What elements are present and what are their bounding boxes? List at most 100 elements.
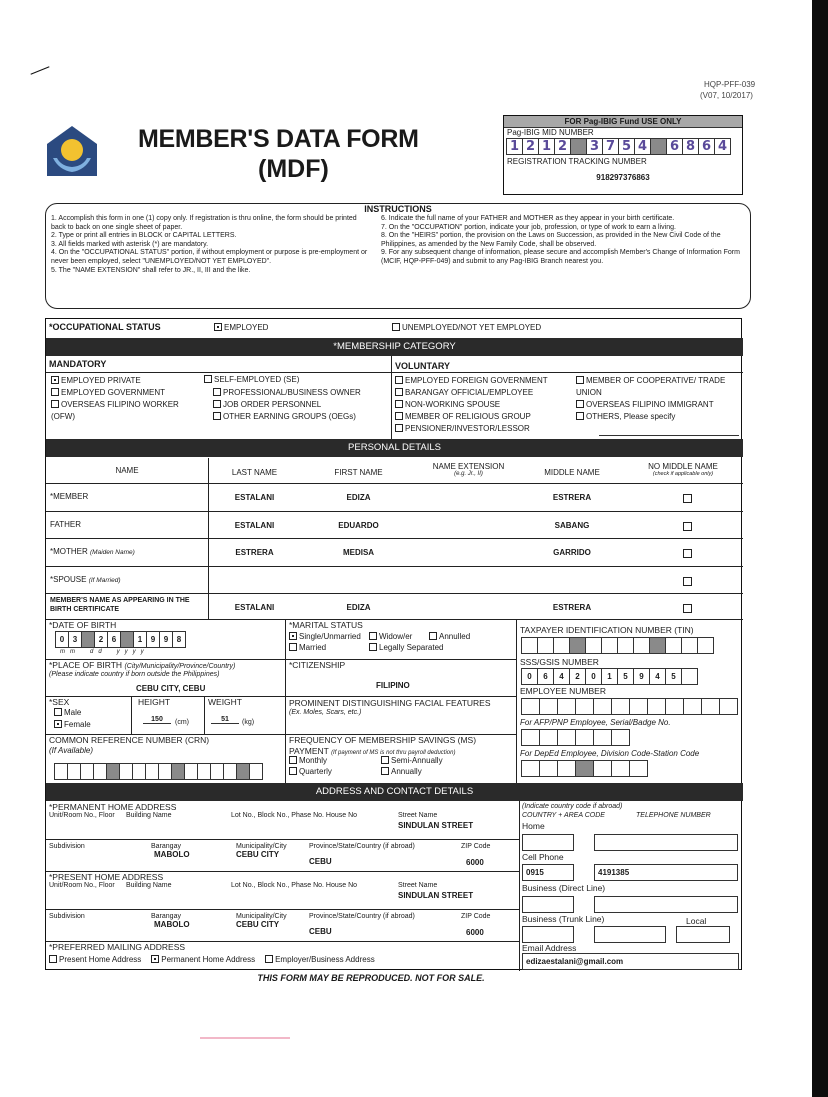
digit-cell[interactable] (557, 760, 576, 777)
checkbox-option[interactable]: Single/Unmarried (289, 632, 361, 641)
digit-cell[interactable]: 9 (146, 631, 160, 648)
no-middle-name-checkbox[interactable] (683, 577, 692, 586)
digit-cell[interactable]: 3 (586, 138, 603, 155)
digit-cell[interactable] (701, 698, 720, 715)
checkbox[interactable] (381, 767, 389, 775)
digit-cell[interactable] (585, 637, 602, 654)
local-input[interactable] (676, 926, 730, 943)
checkbox-option[interactable]: JOB ORDER PERSONNEL (213, 399, 391, 411)
no-middle-name-checkbox[interactable] (683, 549, 692, 558)
checkbox[interactable] (369, 643, 377, 651)
checkbox[interactable] (289, 632, 297, 640)
digit-cell[interactable] (683, 698, 702, 715)
checkbox[interactable] (213, 400, 221, 408)
digit-cell[interactable]: 6 (107, 631, 121, 648)
trunk-number-input[interactable] (594, 926, 666, 943)
digit-cell[interactable] (539, 760, 558, 777)
checkbox-option[interactable]: Present Home Address (49, 955, 141, 964)
checkbox[interactable] (265, 955, 274, 963)
checkbox[interactable] (49, 955, 57, 963)
checkbox[interactable] (51, 376, 59, 384)
direct-number-input[interactable] (594, 896, 738, 913)
digit-cell[interactable]: 2 (554, 138, 571, 155)
home-number-input[interactable] (594, 834, 738, 851)
checkbox-option[interactable]: MEMBER OF COOPERATIVE/ TRADE UNION (576, 375, 741, 399)
checkbox[interactable] (392, 323, 400, 331)
sex-male[interactable]: Male (54, 708, 81, 717)
deped-cells[interactable] (521, 760, 648, 777)
digit-cell[interactable] (521, 760, 540, 777)
digit-cell[interactable]: 2 (569, 668, 586, 685)
digit-cell[interactable]: 6 (698, 138, 715, 155)
digit-cell[interactable]: 5 (618, 138, 635, 155)
checkbox-option[interactable]: BARANGAY OFFICIAL/EMPLOYEE (395, 387, 580, 399)
digit-cell[interactable]: 4 (553, 668, 570, 685)
checkbox-option[interactable]: Permanent Home Address (151, 955, 255, 964)
checkbox-option[interactable]: Quarterly (289, 767, 332, 776)
digit-cell[interactable] (681, 637, 698, 654)
no-middle-name-checkbox[interactable] (683, 604, 692, 613)
checkbox[interactable] (429, 632, 437, 640)
digit-cell[interactable] (145, 763, 159, 780)
digit-cell[interactable] (223, 763, 237, 780)
digit-cell[interactable]: 2 (94, 631, 108, 648)
checkbox-option[interactable]: OTHERS, Please specify (576, 411, 741, 423)
checkbox-option[interactable]: Legally Separated (369, 643, 444, 652)
home-code-input[interactable] (522, 834, 574, 851)
employee-cells[interactable] (521, 698, 738, 715)
checkbox-option[interactable]: Employer/Business Address (265, 955, 375, 964)
no-middle-name-checkbox[interactable] (683, 494, 692, 503)
afp-cells[interactable] (521, 729, 630, 746)
checkbox[interactable] (289, 767, 297, 775)
digit-cell[interactable]: 1 (538, 138, 555, 155)
digit-cell[interactable]: 3 (68, 631, 82, 648)
checkbox[interactable] (369, 632, 377, 640)
checkbox-option[interactable]: Monthly (289, 756, 327, 765)
checkbox-option[interactable]: MEMBER OF RELIGIOUS GROUP (395, 411, 580, 423)
crn-cells[interactable] (54, 763, 263, 780)
self-employed-option[interactable]: SELF-EMPLOYED (SE) (204, 375, 299, 384)
digit-cell[interactable]: 8 (682, 138, 699, 155)
checkbox[interactable] (54, 708, 62, 716)
trunk-code-input[interactable] (522, 926, 574, 943)
digit-cell[interactable] (629, 760, 648, 777)
digit-cell[interactable]: 2 (522, 138, 539, 155)
digit-cell[interactable] (601, 637, 618, 654)
checkbox[interactable] (395, 400, 403, 408)
digit-cell[interactable] (633, 637, 650, 654)
digit-cell[interactable] (557, 698, 576, 715)
digit-cell[interactable]: 0 (55, 631, 69, 648)
cell-code-input[interactable]: 0915 (522, 864, 574, 881)
checkbox-option[interactable]: Widow/er (369, 632, 412, 641)
checkbox-option[interactable]: NON-WORKING SPOUSE (395, 399, 580, 411)
digit-cell[interactable]: 5 (617, 668, 634, 685)
digit-cell[interactable]: 8 (172, 631, 186, 648)
checkbox[interactable] (395, 412, 403, 420)
digit-cell[interactable] (197, 763, 211, 780)
digit-cell[interactable] (184, 763, 198, 780)
checkbox-option[interactable]: OVERSEAS FILIPINO IMMIGRANT (576, 399, 741, 411)
digit-cell[interactable]: 6 (666, 138, 683, 155)
checkbox-option[interactable]: PROFESSIONAL/BUSINESS OWNER (213, 387, 391, 399)
checkbox[interactable] (395, 388, 403, 396)
sex-female[interactable]: Female (54, 720, 91, 729)
digit-cell[interactable]: 7 (602, 138, 619, 155)
digit-cell[interactable] (593, 729, 612, 746)
digit-cell[interactable]: 0 (521, 668, 538, 685)
checkbox[interactable] (289, 643, 297, 651)
digit-cell[interactable]: 4 (649, 668, 666, 685)
digit-cell[interactable] (537, 637, 554, 654)
checkbox[interactable] (576, 400, 584, 408)
digit-cell[interactable] (249, 763, 263, 780)
digit-cell[interactable]: 1 (133, 631, 147, 648)
checkbox-option[interactable]: PENSIONER/INVESTOR/LESSOR (395, 423, 580, 435)
checkbox-option[interactable]: Semi-Annually (381, 756, 443, 765)
digit-cell[interactable] (665, 637, 682, 654)
checkbox[interactable] (51, 400, 59, 408)
digit-cell[interactable] (80, 763, 94, 780)
digit-cell[interactable] (575, 729, 594, 746)
checkbox-option[interactable]: EMPLOYED PRIVATE (51, 375, 201, 387)
digit-cell[interactable]: 5 (665, 668, 682, 685)
digit-cell[interactable]: 4 (634, 138, 651, 155)
